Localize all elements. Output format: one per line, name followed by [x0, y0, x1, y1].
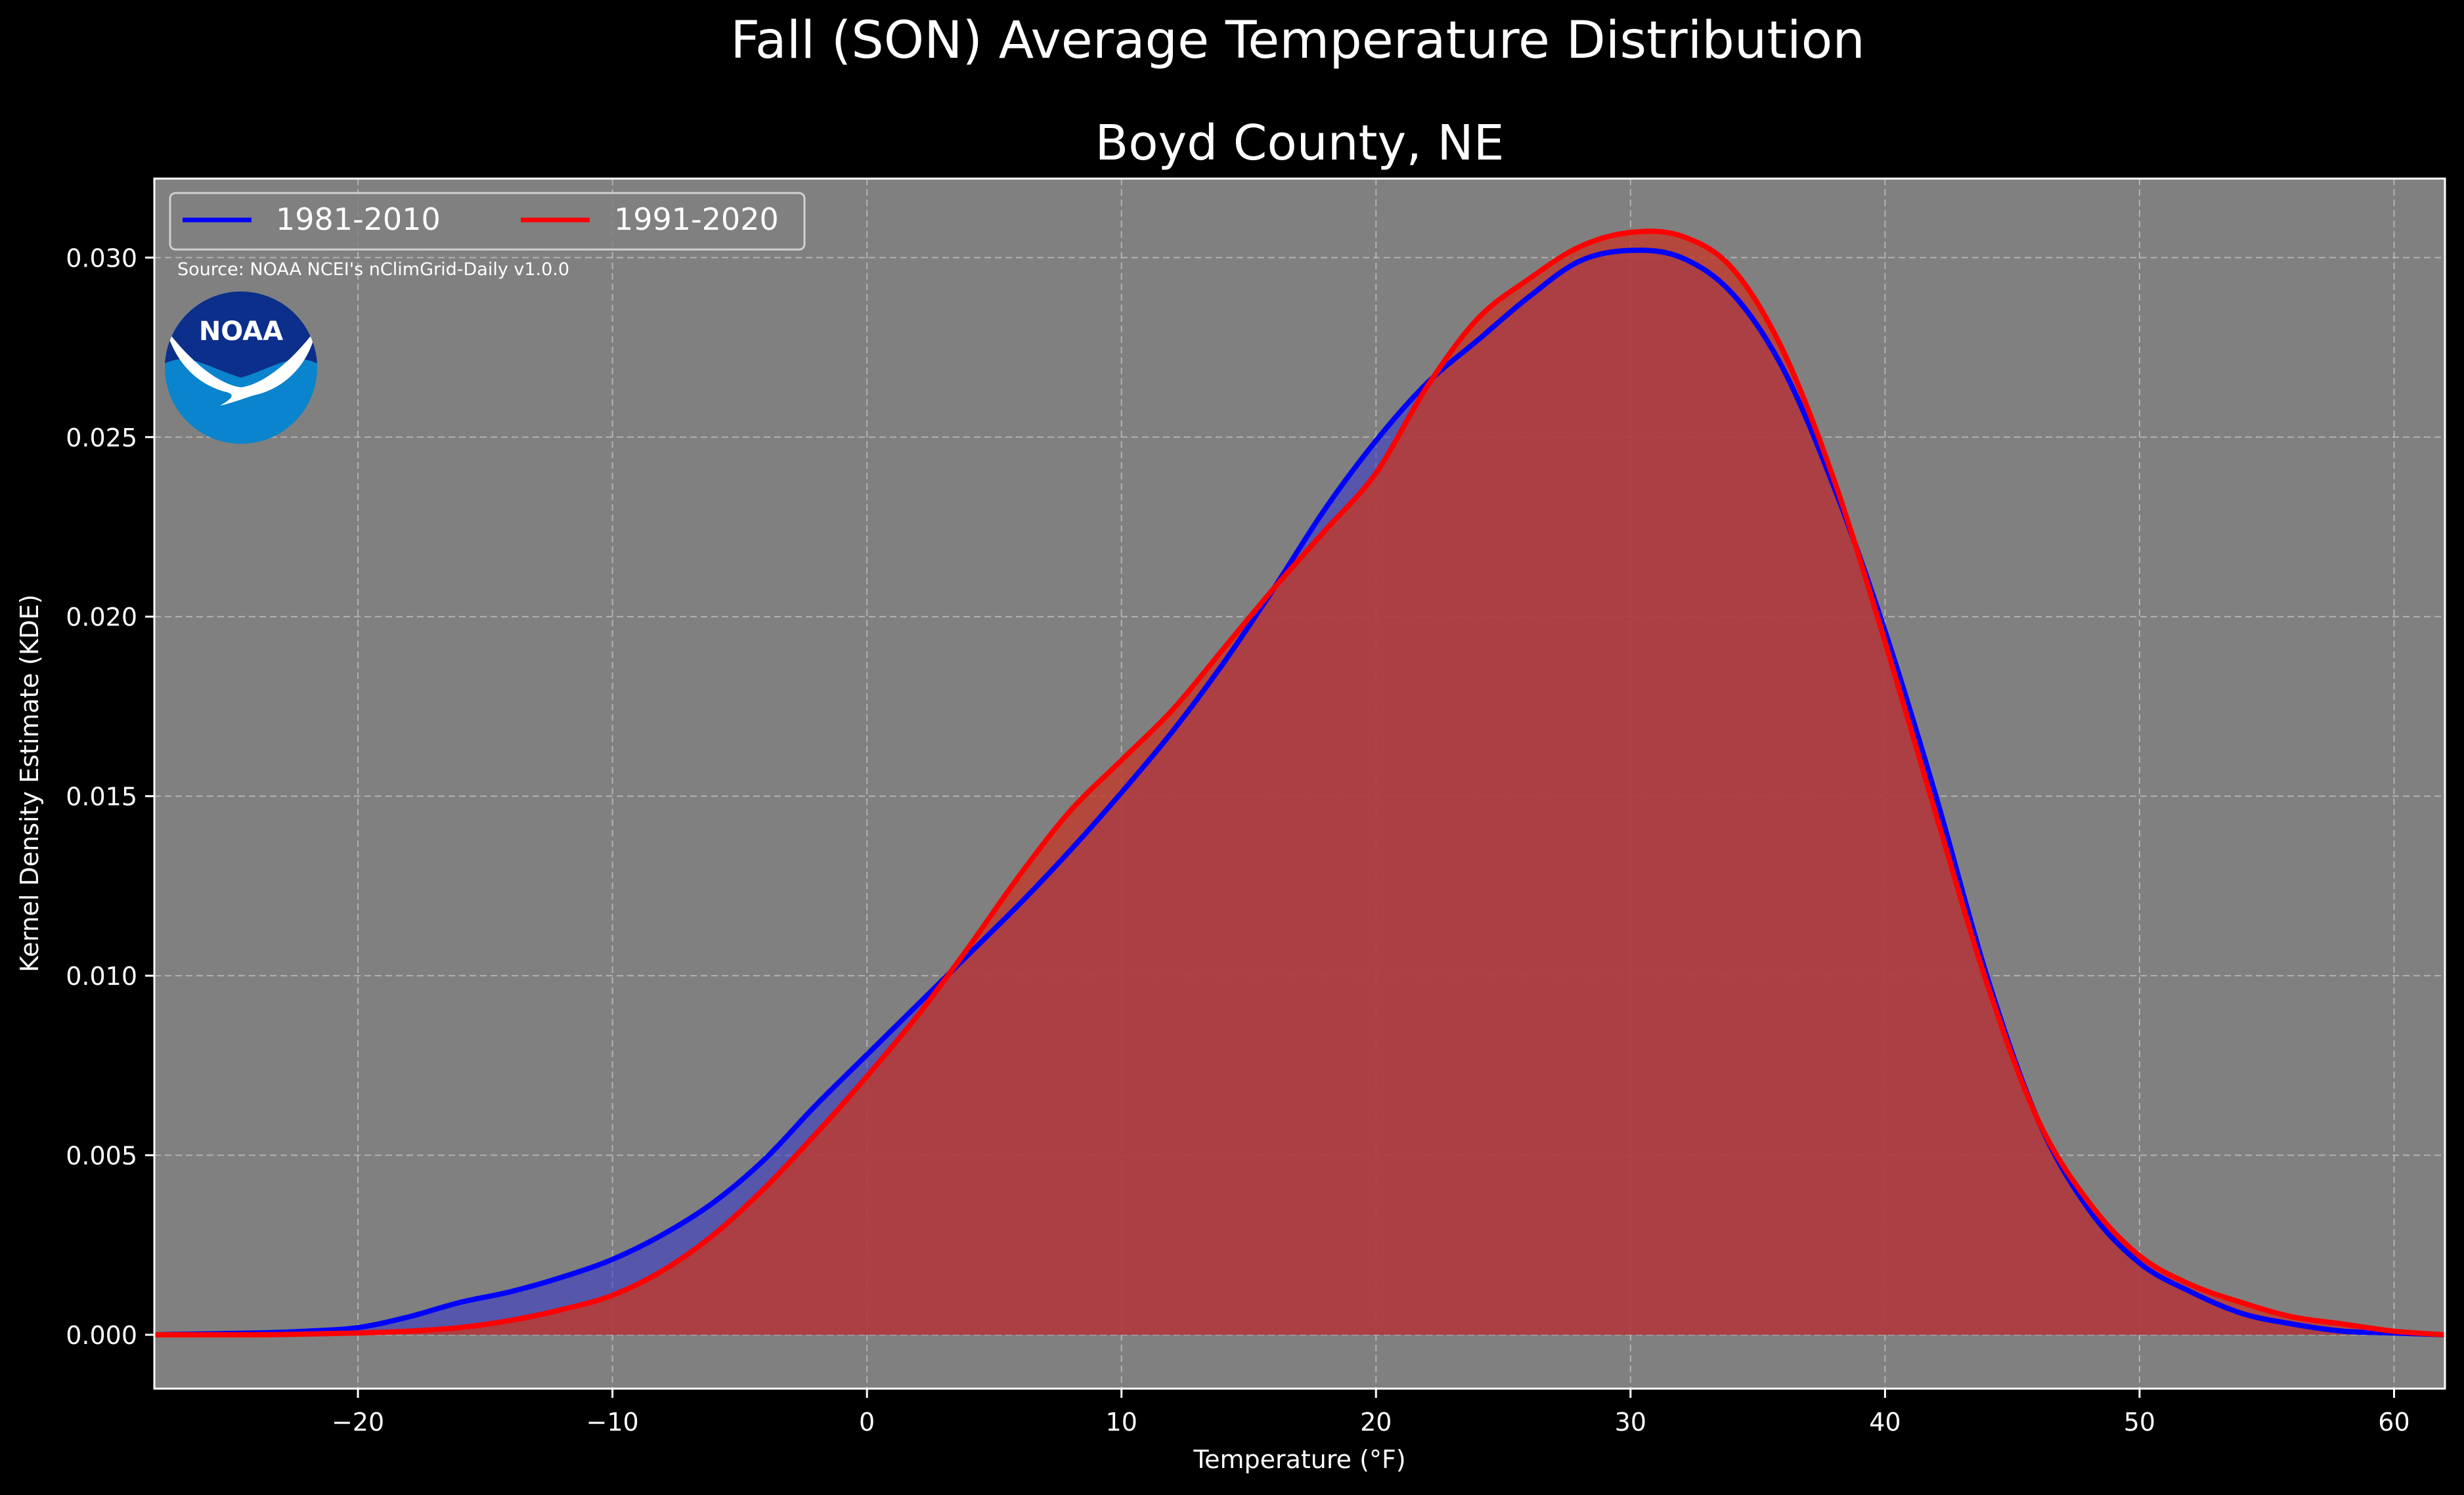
y-tick-label-6: 0.030 [66, 244, 137, 272]
x-tick-label-5: 30 [1615, 1408, 1646, 1437]
noaa-logo-text: NOAA [199, 316, 283, 347]
legend: 1981-2010 1991-2020 [169, 192, 806, 251]
x-tick-label-4: 20 [1360, 1408, 1392, 1437]
x-tick-label-7: 50 [2124, 1408, 2155, 1437]
y-axis-label: Kernel Density Estimate (KDE) [15, 594, 44, 972]
y-tick-label-1: 0.005 [66, 1142, 137, 1171]
noaa-logo-gull [165, 328, 317, 406]
figure-suptitle: Fall (SON) Average Temperature Distribut… [730, 11, 1865, 70]
source-note: Source: NOAA NCEI's nClimGrid-Daily v1.0… [177, 259, 569, 280]
legend-label-1991-2020: 1991-2020 [614, 202, 779, 237]
x-tick-label-2: 0 [859, 1408, 875, 1437]
x-tick-label-6: 40 [1869, 1408, 1901, 1437]
series-1991-2020-fill [154, 231, 2445, 1335]
x-axis-label: Temperature (°F) [1193, 1445, 1405, 1474]
y-axis: 0.000 0.005 0.010 0.015 0.020 0.025 0.030 [66, 244, 154, 1350]
noaa-logo: NOAA [165, 292, 317, 444]
y-tick-label-2: 0.010 [66, 962, 137, 991]
x-tick-label-8: 60 [2378, 1408, 2409, 1437]
noaa-logo-top [165, 292, 317, 378]
x-tick-label-3: 10 [1106, 1408, 1137, 1437]
chart-title: Boyd County, NE [1095, 115, 1504, 171]
x-tick-label-0: −20 [332, 1408, 384, 1437]
legend-label-1981-2010: 1981-2010 [276, 202, 441, 237]
y-tick-label-0: 0.000 [66, 1321, 137, 1350]
y-tick-label-3: 0.015 [66, 783, 137, 812]
x-axis: −20 −10 0 10 20 30 40 50 60 [332, 1389, 2410, 1437]
legend-box [169, 192, 806, 251]
series-lines [154, 228, 2445, 1338]
y-tick-label-4: 0.020 [66, 603, 137, 632]
y-tick-label-5: 0.025 [66, 423, 137, 452]
x-tick-label-1: −10 [586, 1408, 638, 1437]
series-fills [154, 231, 2445, 1335]
plot-frame [153, 177, 2446, 1390]
series-1991-2020-line [154, 228, 2445, 1338]
